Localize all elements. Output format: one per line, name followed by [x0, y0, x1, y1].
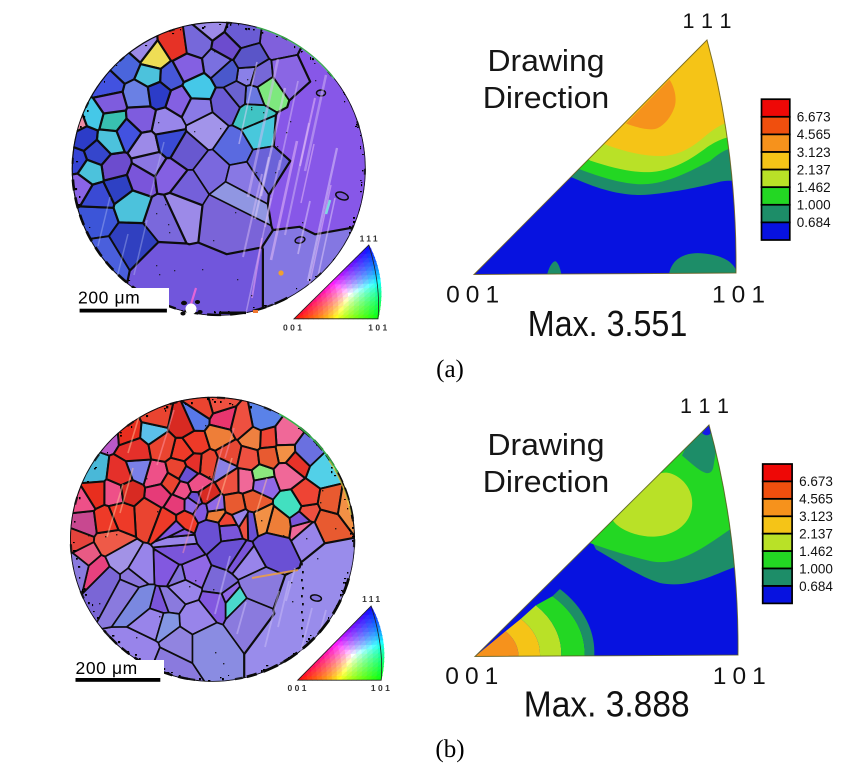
svg-text:Max. 3.551: Max. 3.551 — [528, 303, 688, 344]
svg-text:1.462: 1.462 — [797, 180, 831, 195]
svg-text:1 1 1: 1 1 1 — [680, 394, 729, 418]
svg-text:1 1 1: 1 1 1 — [683, 9, 732, 33]
svg-text:0.684: 0.684 — [799, 579, 833, 594]
svg-text:(b): (b) — [435, 736, 464, 763]
svg-text:001: 001 — [283, 323, 304, 333]
svg-text:1 0 1: 1 0 1 — [713, 663, 766, 690]
svg-text:2.137: 2.137 — [797, 162, 831, 177]
svg-text:0 0 1: 0 0 1 — [445, 663, 498, 690]
svg-text:200 μm: 200 μm — [78, 287, 140, 307]
svg-text:(a): (a) — [436, 356, 464, 383]
svg-text:0 0 1: 0 0 1 — [446, 282, 499, 309]
svg-text:2.137: 2.137 — [799, 527, 833, 542]
svg-text:Max. 3.888: Max. 3.888 — [524, 684, 690, 725]
svg-text:6.673: 6.673 — [799, 474, 833, 489]
svg-text:4.565: 4.565 — [797, 127, 831, 142]
svg-text:Direction: Direction — [483, 465, 610, 499]
svg-text:001: 001 — [288, 683, 309, 693]
svg-text:Drawing: Drawing — [488, 428, 605, 462]
svg-text:Drawing: Drawing — [488, 44, 605, 78]
svg-text:4.565: 4.565 — [799, 492, 833, 507]
svg-text:200 μm: 200 μm — [76, 658, 138, 678]
svg-text:101: 101 — [368, 323, 389, 333]
svg-text:111: 111 — [360, 234, 380, 244]
svg-text:3.123: 3.123 — [797, 145, 831, 160]
svg-text:3.123: 3.123 — [799, 509, 833, 524]
svg-text:1.462: 1.462 — [799, 544, 833, 559]
svg-text:1.000: 1.000 — [797, 198, 831, 213]
svg-text:6.673: 6.673 — [797, 110, 831, 125]
svg-text:1.000: 1.000 — [799, 561, 833, 576]
svg-text:Direction: Direction — [483, 81, 610, 115]
svg-text:101: 101 — [371, 683, 392, 693]
svg-text:0.684: 0.684 — [797, 215, 831, 230]
svg-text:1 0 1: 1 0 1 — [712, 282, 765, 309]
svg-text:111: 111 — [362, 594, 382, 604]
